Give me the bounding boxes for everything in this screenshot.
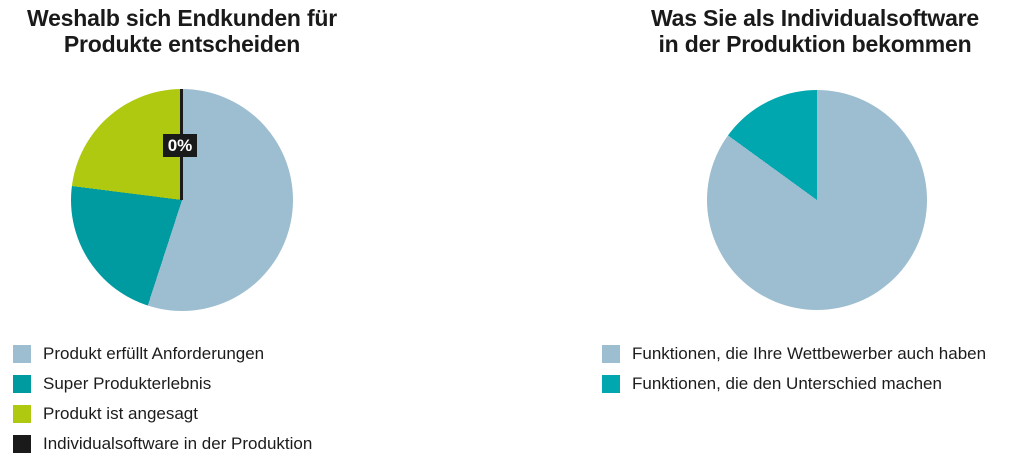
left-legend: Produkt erfüllt Anforderungen Super Prod…: [13, 345, 312, 453]
legend-swatch-icon: [13, 405, 31, 423]
legend-label: Produkt ist angesagt: [43, 404, 198, 423]
right-pie-chart: [707, 90, 927, 310]
legend-label: Funktionen, die Ihre Wettbewerber auch h…: [632, 344, 987, 363]
legend-swatch-icon: [13, 345, 31, 363]
zero-percent-label: 0%: [163, 134, 197, 157]
legend-item: Produkt ist angesagt: [13, 405, 312, 423]
legend-item: Funktionen, die Ihre Wettbewerber auch h…: [602, 345, 986, 363]
legend-label: Produkt erfüllt Anforderungen: [43, 344, 265, 363]
legend-item: Super Produkterlebnis: [13, 375, 312, 393]
legend-label: Funktionen, die den Unterschied machen: [632, 374, 942, 393]
right-chart-title: Was Sie als Individualsoftware in der Pr…: [606, 5, 1024, 57]
left-chart-title-line1: Weshalb sich Endkunden für: [26, 5, 338, 31]
legend-item: Individualsoftware in der Produktion: [13, 435, 312, 453]
legend-label: Individualsoftware in der Produktion: [43, 434, 313, 453]
left-chart-title: Weshalb sich Endkunden für Produkte ents…: [0, 5, 364, 57]
left-chart-title-line2: Produkte entscheiden: [63, 31, 301, 57]
legend-swatch-icon: [602, 375, 620, 393]
legend-item: Produkt erfüllt Anforderungen: [13, 345, 312, 363]
right-chart-title-line1: Was Sie als Individualsoftware: [650, 5, 980, 31]
right-legend: Funktionen, die Ihre Wettbewerber auch h…: [602, 345, 986, 393]
legend-item: Funktionen, die den Unterschied machen: [602, 375, 986, 393]
legend-swatch-icon: [602, 345, 620, 363]
legend-swatch-icon: [13, 375, 31, 393]
right-chart-title-line2: in der Produktion bekommen: [658, 31, 972, 57]
legend-swatch-icon: [13, 435, 31, 453]
legend-label: Super Produkterlebnis: [43, 374, 212, 393]
